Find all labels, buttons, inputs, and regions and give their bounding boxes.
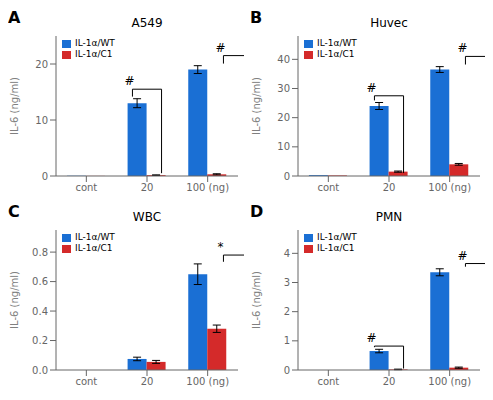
svg-text:#: # bbox=[124, 74, 134, 88]
html-text:IL-1α/C1: IL-1α/C1 bbox=[317, 49, 355, 59]
html-text:WBC: WBC bbox=[132, 210, 162, 224]
svg-text:10: 10 bbox=[35, 115, 48, 126]
svg-text:0.6: 0.6 bbox=[32, 276, 48, 287]
svg-text:20: 20 bbox=[141, 182, 154, 193]
html-text:PMN: PMN bbox=[375, 210, 403, 224]
svg-text:0.2: 0.2 bbox=[32, 335, 48, 346]
svg-text:cont: cont bbox=[317, 182, 339, 193]
html-text:A549: A549 bbox=[131, 16, 163, 30]
svg-text:IL-6 (ng/ml): IL-6 (ng/ml) bbox=[9, 271, 20, 329]
html-text:IL-1α/WT: IL-1α/WT bbox=[317, 232, 357, 242]
svg-text:100 (ng): 100 (ng) bbox=[428, 182, 471, 193]
html-text:C: C bbox=[8, 202, 20, 221]
svg-text:100 (ng): 100 (ng) bbox=[186, 376, 229, 387]
html-text:IL-1α/C1: IL-1α/C1 bbox=[317, 243, 355, 253]
svg-text:#: # bbox=[366, 81, 376, 95]
svg-text:100 (ng): 100 (ng) bbox=[186, 182, 229, 193]
svg-text:100 (ng): 100 (ng) bbox=[428, 376, 471, 387]
html-text:IL-1α/WT: IL-1α/WT bbox=[75, 232, 115, 242]
svg-text:10: 10 bbox=[277, 141, 290, 152]
svg-text:cont: cont bbox=[75, 182, 97, 193]
svg-text:0: 0 bbox=[284, 171, 290, 182]
svg-text:0: 0 bbox=[42, 171, 48, 182]
svg-text:20: 20 bbox=[35, 59, 48, 70]
html-text:D: D bbox=[250, 202, 264, 221]
svg-text:0: 0 bbox=[284, 365, 290, 376]
svg-text:1: 1 bbox=[284, 335, 290, 346]
svg-text:0.0: 0.0 bbox=[32, 365, 48, 376]
svg-text:3: 3 bbox=[284, 277, 290, 288]
html-text:IL-1α/C1: IL-1α/C1 bbox=[75, 243, 113, 253]
svg-text:0.4: 0.4 bbox=[32, 306, 48, 317]
svg-text:IL-6 (ng/ml): IL-6 (ng/ml) bbox=[251, 77, 262, 135]
html-text:IL-1α/C1: IL-1α/C1 bbox=[75, 49, 113, 59]
svg-text:#: # bbox=[366, 331, 376, 345]
svg-text:#: # bbox=[215, 41, 225, 55]
svg-text:#: # bbox=[457, 249, 467, 263]
svg-text:40: 40 bbox=[277, 54, 290, 65]
svg-text:2: 2 bbox=[284, 306, 290, 317]
svg-text:#: # bbox=[457, 41, 467, 55]
svg-text:20: 20 bbox=[383, 376, 396, 387]
svg-text:IL-6 (ng/ml): IL-6 (ng/ml) bbox=[251, 271, 262, 329]
svg-text:30: 30 bbox=[277, 83, 290, 94]
svg-text:4: 4 bbox=[284, 248, 290, 259]
svg-text:*: * bbox=[218, 240, 224, 254]
svg-text:cont: cont bbox=[75, 376, 97, 387]
html-text:A: A bbox=[8, 8, 21, 27]
html-text:Huvec: Huvec bbox=[370, 16, 408, 30]
html-text:IL-1α/WT: IL-1α/WT bbox=[317, 38, 357, 48]
svg-text:20: 20 bbox=[277, 112, 290, 123]
html-text:B: B bbox=[250, 8, 263, 27]
svg-text:cont: cont bbox=[317, 376, 339, 387]
svg-text:20: 20 bbox=[141, 376, 154, 387]
svg-text:0.8: 0.8 bbox=[32, 247, 48, 258]
html-text:IL-1α/WT: IL-1α/WT bbox=[75, 38, 115, 48]
svg-text:IL-6 (ng/ml): IL-6 (ng/ml) bbox=[9, 77, 20, 135]
svg-text:20: 20 bbox=[383, 182, 396, 193]
